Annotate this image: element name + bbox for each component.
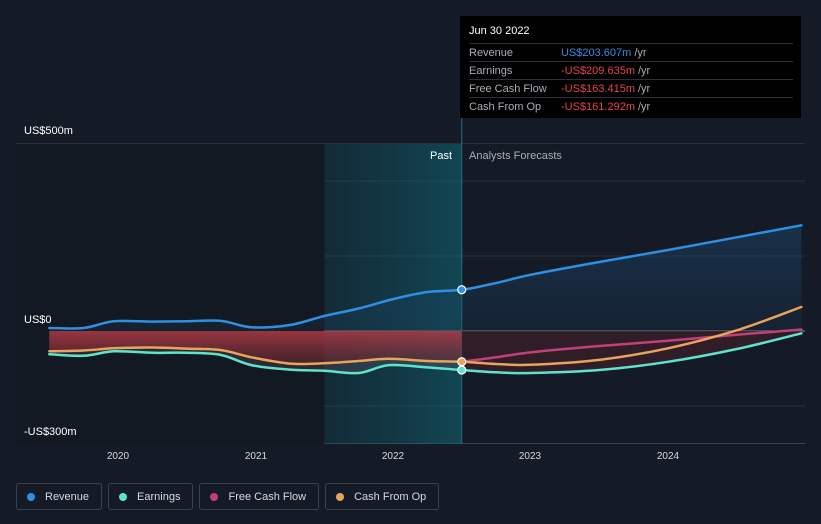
- series-lines: [48, 224, 803, 375]
- past-label: Past: [430, 150, 453, 162]
- legend-label: Cash From Op: [354, 490, 427, 503]
- legend-item-earnings[interactable]: Earnings: [108, 483, 194, 510]
- tooltip-value: US$203.607m: [561, 46, 632, 59]
- data-tooltip: Jun 30 2022 Revenue US$203.607m /yr Earn…: [460, 16, 801, 118]
- tooltip-row-earnings: Earnings -US$209.635m /yr: [469, 61, 793, 79]
- negative-area-past: [49, 331, 462, 365]
- chart-legend: Revenue Earnings Free Cash Flow Cash Fro…: [16, 483, 440, 510]
- tooltip-unit: /yr: [634, 46, 647, 59]
- y-tick-label-bottom: -US$300m: [24, 426, 77, 438]
- x-tick-label-2022: 2022: [381, 451, 405, 462]
- legend-item-revenue[interactable]: Revenue: [16, 483, 103, 510]
- legend-label: Free Cash Flow: [228, 490, 307, 503]
- negative-area-forecast: [461, 331, 802, 374]
- legend-label: Revenue: [45, 490, 90, 503]
- revenue-line: [48, 224, 803, 330]
- legend-dot-icon: [27, 492, 35, 501]
- tooltip-row-cash-from-op: Cash From Op -US$161.292m /yr: [469, 97, 793, 115]
- legend-dot-icon: [119, 492, 128, 501]
- tooltip-unit: /yr: [638, 64, 651, 77]
- x-tick-label-2021: 2021: [244, 451, 268, 462]
- x-tick-label-2024: 2024: [656, 451, 680, 462]
- revenue-area-fill: [49, 225, 802, 331]
- legend-item-free-cash-flow[interactable]: Free Cash Flow: [199, 483, 320, 510]
- legend-item-cash-from-op[interactable]: Cash From Op: [325, 483, 440, 510]
- earnings-highlight-point: [457, 365, 467, 375]
- tooltip-label: Cash From Op: [469, 100, 542, 113]
- y-tick-label-top: US$500m: [24, 125, 73, 137]
- free-cash-flow-line: [460, 328, 803, 364]
- tooltip-value: -US$209.635m: [561, 64, 635, 77]
- tooltip-unit: /yr: [638, 100, 651, 113]
- tooltip-row-revenue: Revenue US$203.607m /yr: [469, 43, 793, 61]
- tooltip-date: Jun 30 2022: [469, 25, 530, 37]
- past-background: [16, 144, 325, 444]
- tooltip-value: -US$163.415m: [561, 82, 635, 95]
- tooltip-label: Free Cash Flow: [469, 82, 547, 95]
- x-tick-label-2023: 2023: [518, 451, 542, 462]
- tooltip-label: Revenue: [469, 46, 514, 59]
- cash-from-op-line: [48, 305, 803, 367]
- tooltip-unit: /yr: [638, 82, 651, 95]
- tooltip-row-free-cash-flow: Free Cash Flow -US$163.415m /yr: [469, 79, 793, 97]
- cash-from-op-highlight-point: [457, 357, 467, 367]
- forecast-label: Analysts Forecasts: [469, 150, 562, 162]
- earnings-cfo-band: [49, 347, 462, 373]
- area-fills: [16, 144, 802, 444]
- tooltip-label: Earnings: [469, 64, 513, 77]
- legend-dot-icon: [336, 492, 345, 501]
- y-tick-label-zero: US$0: [24, 314, 52, 326]
- legend-dot-icon: [210, 492, 219, 501]
- x-tick-label-2020: 2020: [106, 451, 130, 462]
- highlight-points: [457, 285, 467, 375]
- legend-label: Earnings: [137, 490, 181, 503]
- earnings-line: [48, 332, 803, 375]
- tooltip-value: -US$161.292m: [561, 100, 635, 113]
- revenue-highlight-point: [457, 285, 467, 295]
